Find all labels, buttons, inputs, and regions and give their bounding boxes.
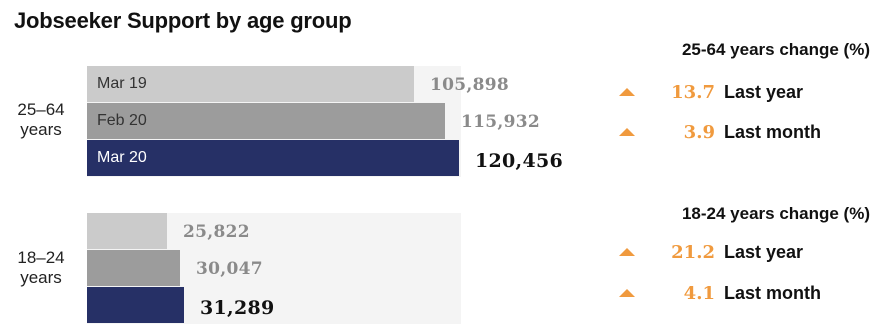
bar-mar20: Mar 20 <box>87 140 459 176</box>
bar-value-label: 25,822 <box>183 222 250 242</box>
change-heading: 18-24 years change (%) <box>681 204 870 223</box>
bar-value-label: 115,932 <box>461 112 540 132</box>
up-triangle-icon <box>619 88 635 96</box>
bar-mar20 <box>87 287 184 323</box>
group-label: 18–24 years <box>6 248 76 288</box>
bar-value-label: 120,456 <box>475 150 564 172</box>
group-label-line1: 18–24 <box>17 248 65 267</box>
bar-value-label: 31,289 <box>200 297 275 319</box>
up-triangle-icon <box>619 128 635 136</box>
change-value: 13.7 <box>671 82 715 103</box>
group-label: 25–64 years <box>6 100 76 140</box>
bar-mar19 <box>87 213 167 249</box>
bar-feb20: Feb 20 <box>87 103 445 139</box>
group-label-line1: 25–64 <box>17 100 65 119</box>
bar-mar19: Mar 19 <box>87 66 414 102</box>
change-value: 3.9 <box>683 122 715 143</box>
bar-label: Mar 20 <box>97 149 147 166</box>
change-label: Last year <box>724 242 804 262</box>
bar-value-label: 30,047 <box>196 259 263 279</box>
group-label-line2: years <box>20 120 62 139</box>
bar-value-label: 105,898 <box>430 75 509 95</box>
up-triangle-icon <box>619 248 635 256</box>
change-value: 21.2 <box>671 242 715 263</box>
change-heading: 25-64 years change (%) <box>681 40 870 59</box>
bar-label: Feb 20 <box>97 112 147 129</box>
bar-feb20 <box>87 250 180 286</box>
change-label: Last month <box>724 283 821 303</box>
group-label-line2: years <box>20 268 62 287</box>
bar-label: Mar 19 <box>97 75 147 92</box>
chart-title: Jobseeker Support by age group <box>14 8 352 33</box>
change-label: Last year <box>724 82 804 102</box>
change-value: 4.1 <box>683 283 715 304</box>
change-label: Last month <box>724 122 821 142</box>
up-triangle-icon <box>619 289 635 297</box>
